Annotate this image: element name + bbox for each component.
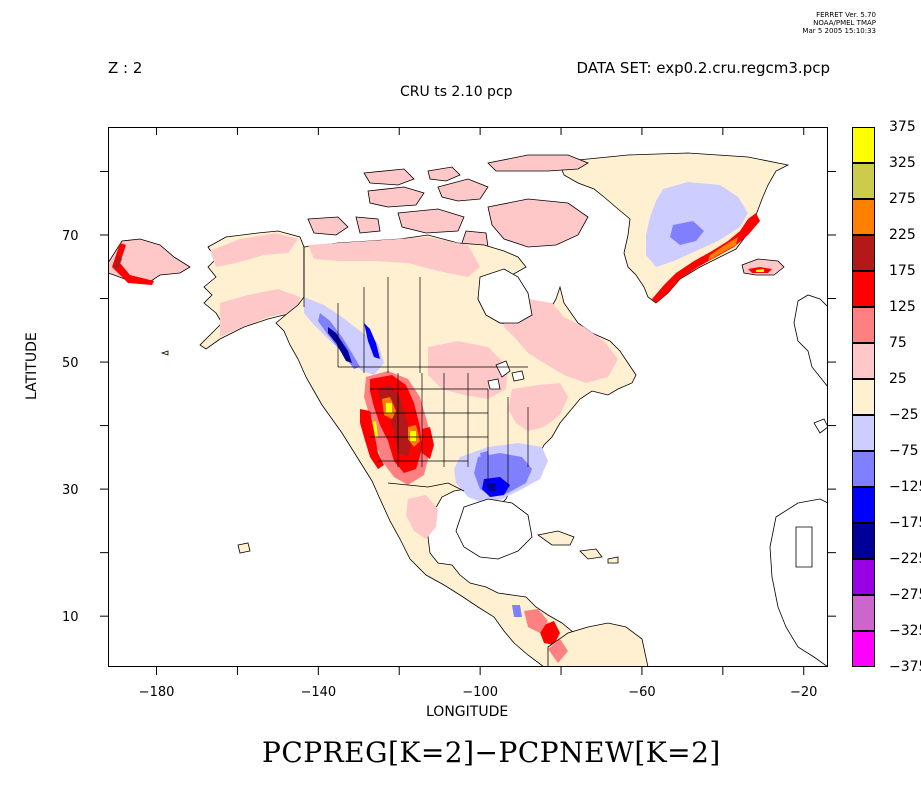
colorbar-label: 175 — [889, 263, 916, 279]
colorbar-swatch — [852, 163, 875, 199]
midwest-pink — [428, 341, 508, 399]
colorbar-label: −325 — [889, 623, 921, 639]
colorbar-swatch — [852, 199, 875, 235]
colorbar-swatch — [852, 271, 875, 307]
colorbar-label: −375 — [889, 659, 921, 675]
map-plot-area — [108, 127, 828, 667]
ferret-timestamp: Mar 5 2005 15:10:33 — [802, 27, 876, 35]
texas-blue — [480, 451, 490, 463]
colorbar-label: −25 — [889, 407, 919, 423]
political-boundaries — [303, 247, 529, 492]
gulf-of-mexico — [455, 498, 533, 560]
colorbar-label: 25 — [889, 371, 907, 387]
colorbar — [852, 127, 875, 667]
colorbar-swatch — [852, 451, 875, 487]
colorbar-label: −75 — [889, 443, 919, 459]
greenland-ice-core — [670, 221, 704, 245]
plot-expression: PCPREG[K=2]−PCPNEW[K=2] — [262, 736, 721, 769]
x-tick-label: −180 — [139, 685, 175, 700]
mexico-pink — [406, 495, 438, 539]
colorbar-swatch — [852, 235, 875, 271]
colorbar-label: −225 — [889, 551, 921, 567]
central-america-pink — [524, 609, 548, 633]
colorbar-labels: 375 325 275 225 175 125 75 25 −25 −75 −125 −175 −225… — [889, 119, 921, 675]
california-red — [360, 409, 384, 469]
greenland — [559, 152, 790, 304]
quebec-pink — [502, 299, 618, 383]
y-tick-label: 30 — [62, 483, 79, 498]
y-tick-label: 50 — [62, 356, 79, 371]
central-america-blue — [512, 605, 522, 617]
ferret-version: FERRET Ver. 5.70 — [816, 11, 876, 19]
colorbar-swatch — [852, 523, 875, 559]
interior-bc-blue — [364, 323, 380, 359]
colorbar-label: 275 — [889, 191, 916, 207]
north-america-mainland — [275, 234, 637, 667]
y-axis-label: LATITUDE — [24, 332, 40, 400]
colorado-red — [422, 427, 434, 459]
greenland-coast-orange — [708, 237, 738, 261]
greenland-coast-red — [652, 213, 760, 303]
map-canvas — [108, 127, 828, 667]
map-border — [108, 127, 828, 667]
colorbar-label: −175 — [889, 515, 921, 531]
ferret-org: NOAA/PMEL TMAP — [813, 19, 876, 27]
colorbar-swatch — [852, 487, 875, 523]
colorbar-swatch — [852, 415, 875, 451]
hudson-bay — [477, 268, 533, 324]
colorbar-swatch — [852, 379, 875, 415]
ferret-version-stamp: FERRET Ver. 5.70 NOAA/PMEL TMAP Mar 5 20… — [802, 11, 876, 35]
dataset-label: DATA SET: exp0.2.cru.regcm3.pcp — [576, 59, 830, 77]
colorbar-swatch — [852, 631, 875, 667]
colorbar-label: 325 — [889, 155, 916, 171]
colorbar-label: −125 — [889, 479, 921, 495]
colorbar-label: 375 — [889, 119, 916, 135]
y-tick-label: 10 — [62, 610, 79, 625]
alaska — [199, 230, 305, 350]
plot-title: CRU ts 2.10 pcp — [400, 84, 513, 100]
gulf-darkblue — [488, 483, 496, 491]
south-america — [547, 622, 649, 667]
great-lakes — [487, 360, 525, 390]
x-tick-label: −20 — [790, 685, 817, 700]
colorbar-label: 125 — [889, 299, 916, 315]
west-us-yellow-c — [410, 431, 416, 441]
colorbar-swatch — [852, 559, 875, 595]
bc-coast-darkblue — [328, 327, 352, 363]
y-tick-label: 70 — [62, 229, 79, 244]
colorbar-swatch — [852, 343, 875, 379]
caribbean-islands — [160, 350, 619, 564]
colorbar-label: −275 — [889, 587, 921, 603]
canada-pink — [308, 237, 480, 277]
z-level-label: Z : 2 — [108, 59, 143, 77]
colorbar-label: 225 — [889, 227, 916, 243]
west-us-yellow-a — [386, 403, 392, 413]
greenland-ice-deficit — [646, 182, 748, 267]
colorbar-swatch — [852, 307, 875, 343]
iceland — [741, 258, 785, 276]
x-tick-label: −60 — [628, 685, 655, 700]
europe-africa-coast — [769, 294, 828, 667]
east-coast-pink — [508, 383, 568, 431]
x-axis-label: LONGITUDE — [426, 704, 509, 720]
x-tick-label: −140 — [300, 685, 336, 700]
colorbar-swatch — [852, 127, 875, 163]
siberia — [108, 238, 191, 285]
colorbar-swatch — [852, 595, 875, 631]
colorbar-label: 75 — [889, 335, 907, 351]
x-tick-label: −100 — [462, 685, 498, 700]
